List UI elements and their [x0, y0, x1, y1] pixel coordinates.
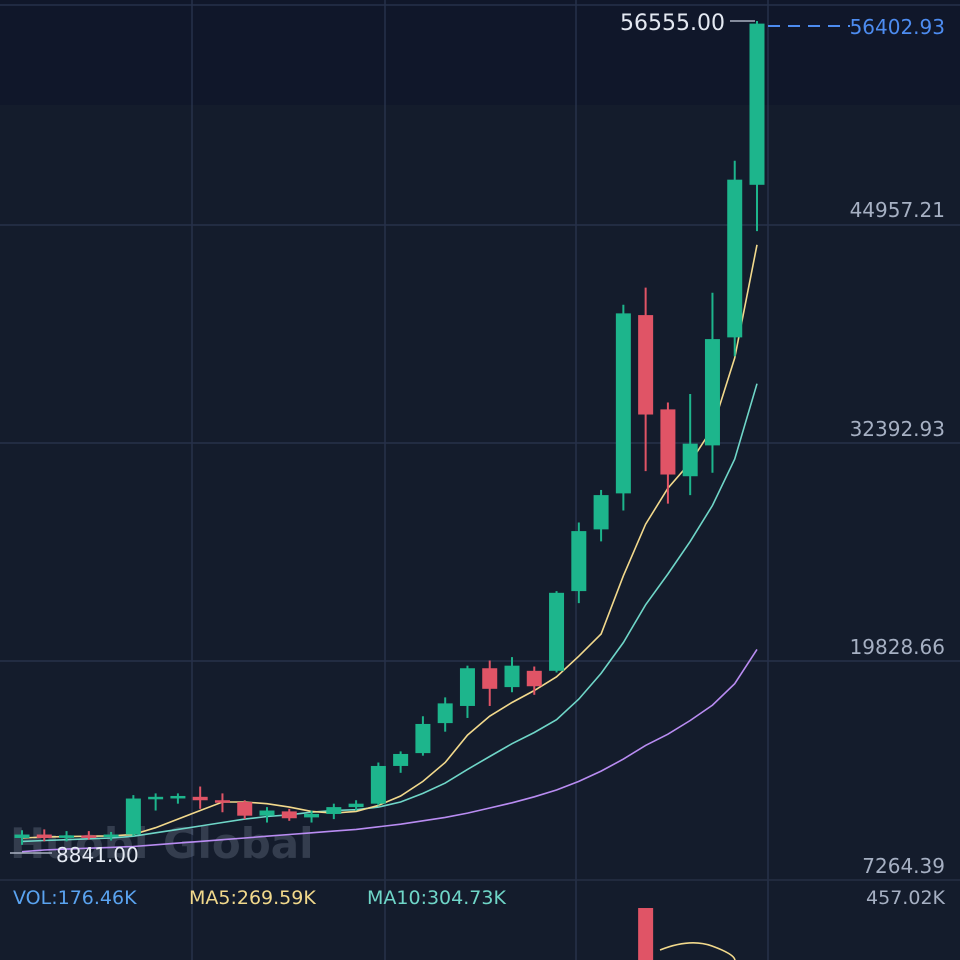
candle-body [281, 811, 297, 819]
volume-value: VOL:176.46K [13, 887, 137, 909]
candle [103, 831, 119, 841]
candle [437, 697, 453, 732]
candle [504, 657, 520, 693]
candle [615, 304, 631, 511]
candle [549, 591, 565, 673]
candle [148, 793, 164, 811]
candle-body [638, 315, 654, 415]
candle [348, 800, 364, 811]
candle [81, 831, 97, 840]
candle-body [549, 592, 565, 671]
candle [36, 829, 52, 842]
volume-bars [638, 908, 736, 960]
low-price-marker: 8841.00 [56, 843, 139, 867]
candle-body [214, 800, 230, 803]
ma-short-line [21, 244, 758, 839]
candle-body [103, 834, 119, 838]
candle-body [148, 796, 164, 800]
candle [370, 762, 386, 806]
ma-mid-line [21, 383, 758, 843]
candle [259, 807, 275, 823]
candle [749, 21, 765, 232]
volume-axis-max: 457.02K [866, 887, 945, 909]
candle-body [482, 668, 498, 689]
candles [14, 21, 765, 845]
candle [214, 793, 230, 813]
candle-body [526, 670, 542, 687]
candle-body [259, 810, 275, 816]
candle-body [81, 835, 97, 838]
candle-body [504, 665, 520, 688]
candle-body [704, 339, 720, 446]
candle [482, 660, 498, 706]
candle-body [304, 813, 320, 818]
candle-body [415, 723, 431, 754]
candle-body [660, 409, 676, 475]
candle [704, 292, 720, 473]
candle [326, 803, 342, 820]
candle [125, 795, 141, 837]
ma-long-line [21, 648, 758, 853]
candle-body [237, 801, 253, 816]
candle-body [571, 531, 587, 592]
candle [415, 716, 431, 756]
volume-ma-line [659, 942, 736, 960]
volume-bar [638, 908, 654, 960]
candle-body [682, 443, 698, 477]
top-band [0, 0, 960, 105]
candle-body [615, 313, 631, 494]
candle [192, 786, 208, 809]
volume-ma5: MA5:269.59K [189, 887, 316, 909]
candle-body [59, 835, 75, 838]
candle [237, 800, 253, 820]
price-level-2: 32392.93 [850, 417, 945, 441]
candle [281, 808, 297, 821]
moving-average-lines [21, 244, 758, 853]
volume-ma10: MA10:304.73K [367, 887, 506, 909]
candle-body [125, 798, 141, 835]
candle [660, 402, 676, 504]
candle [459, 665, 475, 718]
candle-body [192, 796, 208, 801]
candle-body [437, 703, 453, 724]
candle-body [348, 803, 364, 808]
candle [593, 489, 609, 542]
high-price-marker: 56555.00 [620, 11, 725, 36]
candle [526, 666, 542, 695]
last-price-label: 56402.93 [850, 15, 945, 39]
candle-body [170, 795, 186, 799]
price-level-1: 44957.21 [850, 198, 945, 222]
candle [170, 793, 186, 804]
candle-body [393, 753, 409, 766]
candle-body [326, 807, 342, 814]
candle-body [370, 765, 386, 804]
price-level-4: 7264.39 [862, 854, 945, 878]
candle-body [727, 179, 743, 338]
candle-body [36, 834, 52, 838]
candle-body [593, 495, 609, 530]
candle [59, 831, 75, 842]
candle [571, 522, 587, 604]
candle [14, 830, 30, 845]
candle-body [459, 668, 475, 706]
candle [638, 287, 654, 472]
candle-body [749, 23, 765, 185]
candle [682, 393, 698, 496]
candle [304, 810, 320, 823]
exchange-watermark: Huobi Global [10, 819, 314, 868]
price-level-3: 19828.66 [850, 635, 945, 659]
candle-body [14, 834, 30, 838]
candle [727, 160, 743, 357]
candle [393, 751, 409, 773]
